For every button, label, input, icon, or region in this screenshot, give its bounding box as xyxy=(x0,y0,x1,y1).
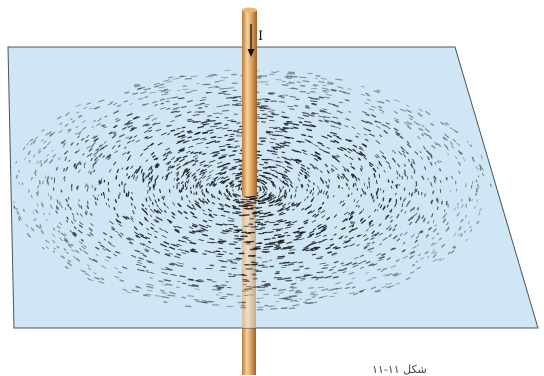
wire-upper-segment xyxy=(242,10,257,196)
current-label: I xyxy=(258,29,263,44)
wire-top-end xyxy=(242,8,257,13)
field-plane xyxy=(8,47,538,328)
figure-caption: شکل ۱۱-۱۱ xyxy=(372,363,427,376)
